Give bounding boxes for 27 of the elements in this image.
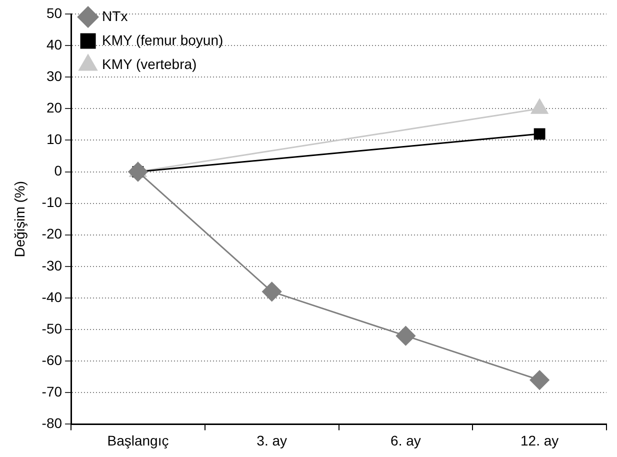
y-tick-label: -10 <box>42 194 62 210</box>
y-tick-label: 30 <box>46 68 62 84</box>
y-tick-label: -60 <box>42 352 62 368</box>
point <box>530 370 550 390</box>
x-tick-label: 3. ay <box>256 432 288 448</box>
y-tick-label: -20 <box>42 226 62 242</box>
y-tick-label: -40 <box>42 288 62 305</box>
x-tick-label: Başlangıç <box>107 432 169 448</box>
y-tick-label: -70 <box>42 384 62 400</box>
y-tick-label: -80 <box>42 415 62 432</box>
point <box>396 326 416 346</box>
legend-label: NTx <box>102 8 128 24</box>
y-axis-title: Değişim (%) <box>11 180 28 258</box>
legend-label: KMY (vertebra) <box>102 56 197 72</box>
y-tick-label: -30 <box>42 257 62 274</box>
y-tick-label: 0 <box>54 162 62 179</box>
point <box>128 162 148 182</box>
x-tick-label: 12. ay <box>520 432 559 448</box>
y-tick-label: -50 <box>42 320 62 336</box>
y-tick-label: 10 <box>46 131 62 148</box>
y-tick-label: 40 <box>46 36 62 52</box>
y-tick-label: 50 <box>46 4 62 21</box>
legend-label: KMY (femur boyun) <box>102 32 224 48</box>
y-tick-label: 20 <box>46 100 62 116</box>
x-tick-label: 6. ay <box>390 432 421 448</box>
point <box>534 128 546 140</box>
point <box>262 282 282 302</box>
